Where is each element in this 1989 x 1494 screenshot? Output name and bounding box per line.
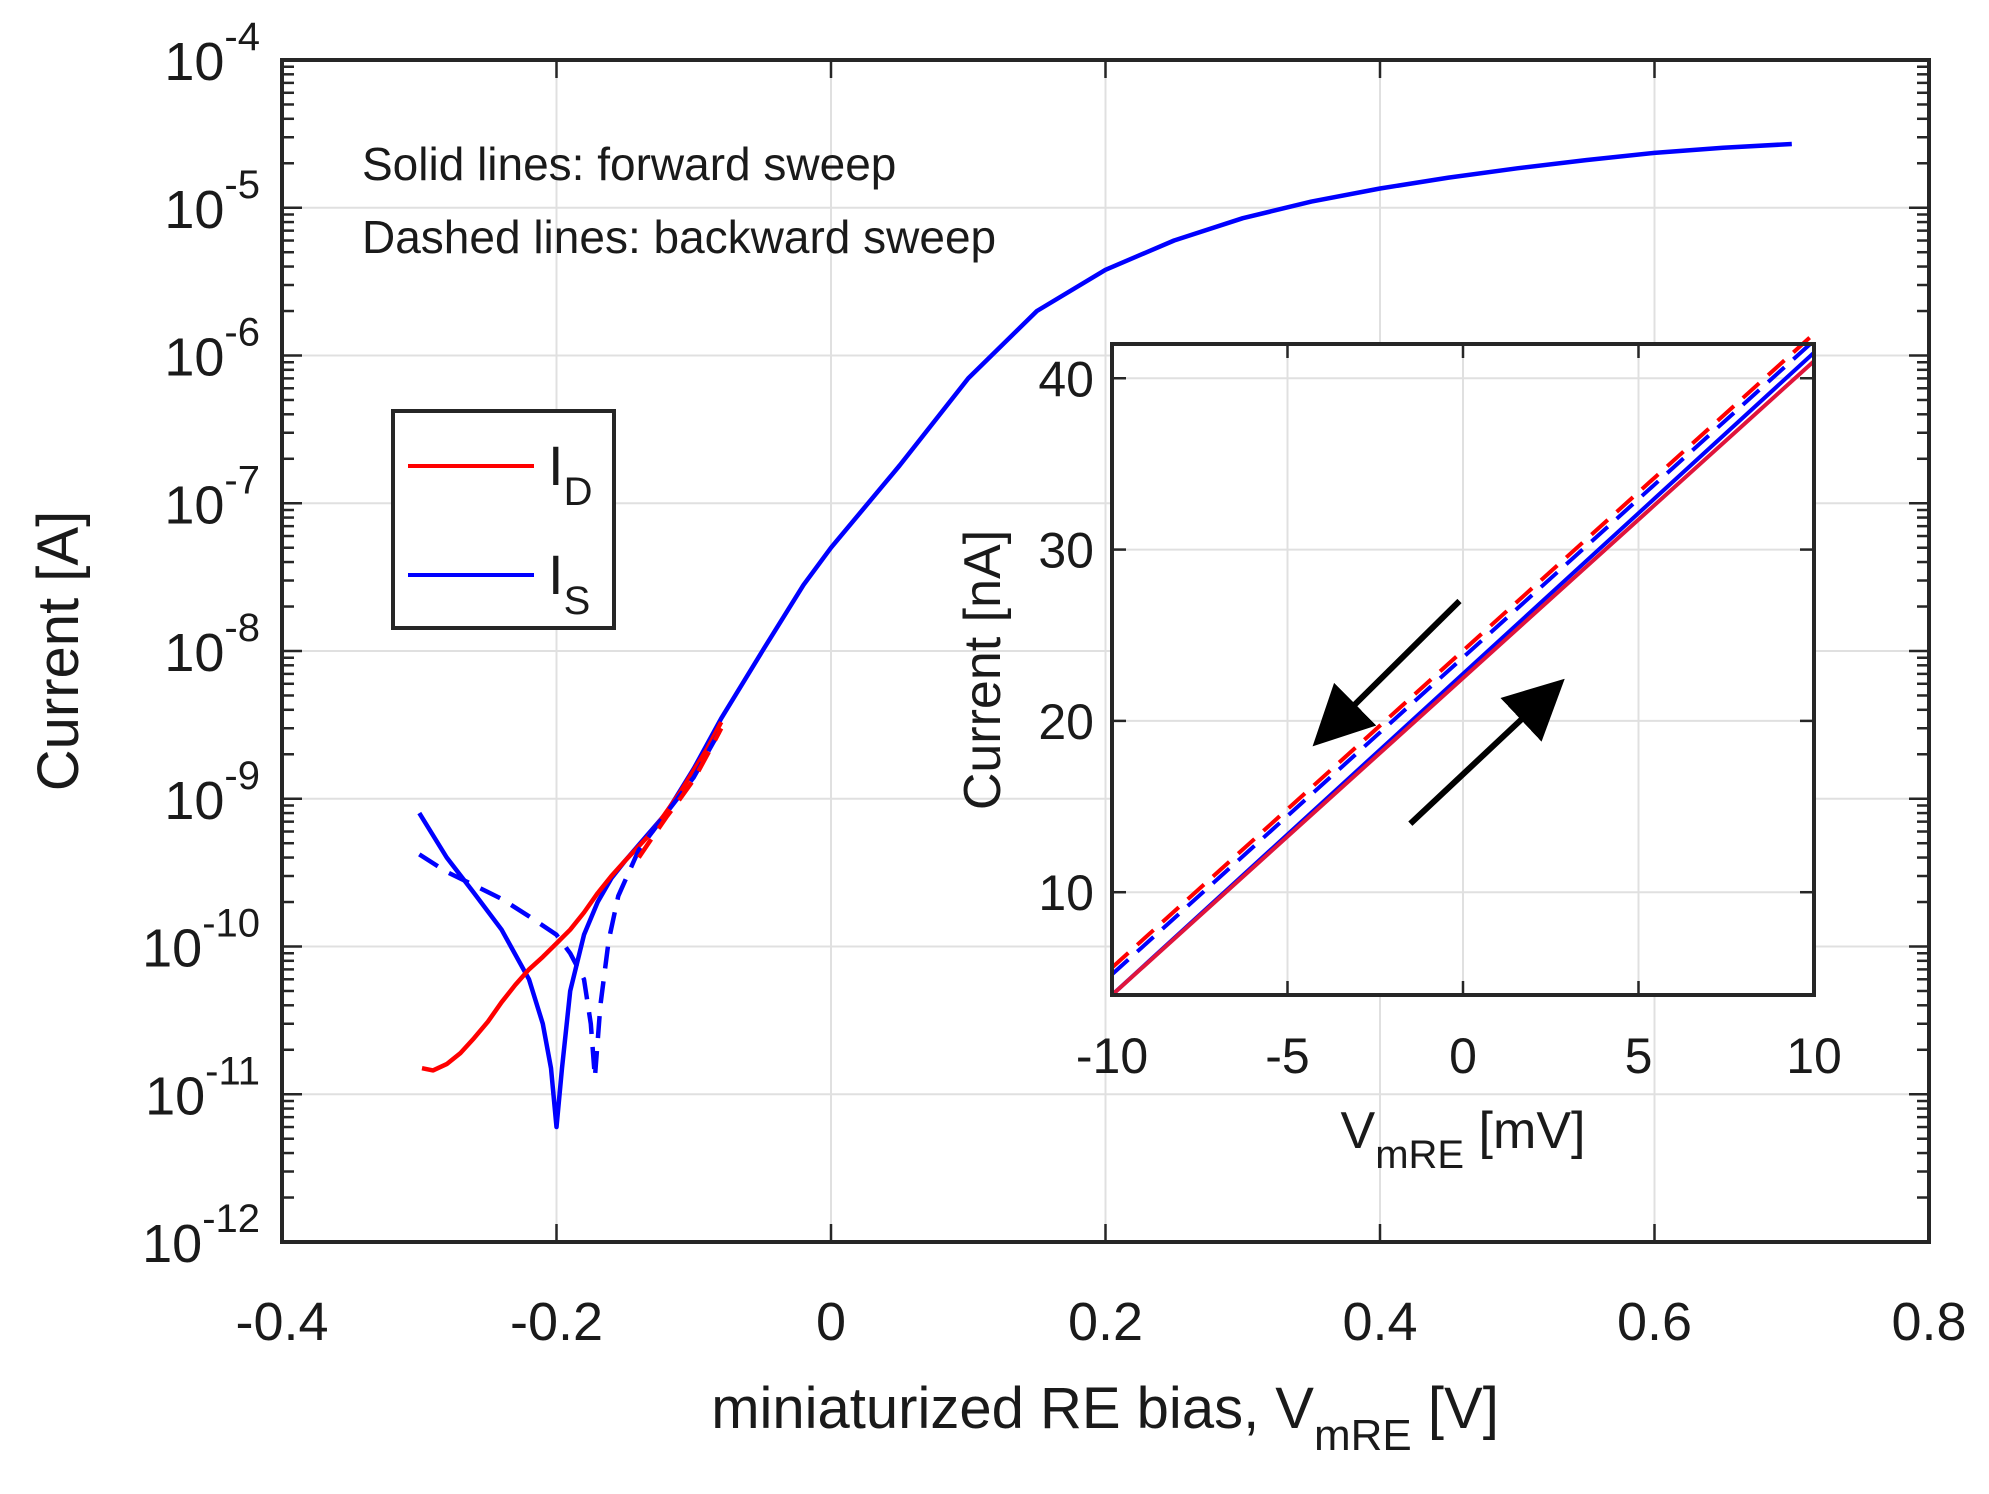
main-y-tick-label: 10-12 — [142, 1197, 260, 1274]
legend: ID IS — [391, 409, 616, 630]
main-y-tick-label: 10-5 — [164, 163, 260, 240]
main-y-axis-title: Current [A] — [26, 511, 91, 791]
inset-chart: -10 -5 0 5 10 10 20 30 40 VmRE [mV] Current [nA… — [954, 332, 1842, 1177]
inset-x-axis-title: VmRE [mV] — [1341, 1102, 1586, 1177]
inset-y-tick-labels: 10 20 30 40 — [1038, 351, 1094, 921]
inset-series-group — [1110, 332, 1816, 997]
main-x-tick-label: 0.6 — [1617, 1292, 1692, 1352]
main-plot-frame — [280, 58, 1931, 1244]
main-y-tick-label: 10-9 — [164, 754, 260, 831]
main-y-tick-labels: 10-12 10-11 10-10 10-9 10-8 10-7 10-6 10-5 10-4 — [142, 15, 260, 1274]
series-line-i-d-forward — [421, 721, 724, 1073]
main-x-tick-label: 0.2 — [1068, 1292, 1143, 1352]
legend-label-is: IS — [548, 543, 590, 623]
inset-x-tick-labels: -10 -5 0 5 10 — [1076, 1028, 1842, 1084]
main-x-tick-label: -0.4 — [235, 1292, 328, 1352]
inset-x-tick-label: 0 — [1449, 1028, 1477, 1084]
main-x-tick-label: 0.8 — [1891, 1292, 1966, 1352]
main-y-tick-label: 10-4 — [164, 15, 260, 92]
main-series-group — [417, 141, 1792, 1130]
inset-series-line-i-s-backward — [1110, 339, 1816, 976]
inset-y-tick-label: 30 — [1038, 523, 1094, 579]
main-x-tick-label: 0 — [816, 1292, 846, 1352]
series-line-i-s-backward — [418, 727, 724, 1080]
main-x-tick-label: -0.2 — [510, 1292, 603, 1352]
main-x-tick-labels: -0.4 -0.2 0 0.2 0.4 0.6 0.8 — [235, 1292, 1966, 1352]
inset-x-tick-label: -5 — [1265, 1028, 1309, 1084]
inset-y-tick-label: 20 — [1038, 694, 1094, 750]
series-line-i-s-forward — [417, 141, 1792, 1130]
main-y-tick-label: 10-6 — [164, 311, 260, 388]
main-y-tick-label: 10-10 — [142, 902, 260, 979]
inset-x-tick-label: 5 — [1625, 1028, 1653, 1084]
annotation-forward-sweep: Solid lines: forward sweep — [362, 138, 896, 190]
main-y-tick-label: 10-11 — [145, 1049, 260, 1126]
main-y-tick-label: 10-8 — [164, 606, 260, 683]
backward-arrow — [1312, 598, 1462, 747]
forward-arrow — [1408, 678, 1565, 826]
inset-y-tick-label: 40 — [1038, 351, 1094, 407]
inset-series-line-i-d-backward — [1110, 332, 1816, 970]
inset-y-tick-label: 10 — [1038, 865, 1094, 921]
inset-y-axis-title: Current [nA] — [954, 530, 1012, 810]
legend-box — [391, 409, 616, 630]
inset-series-line-i-d-forward — [1110, 359, 1816, 997]
main-y-tick-label: 10-7 — [164, 458, 260, 535]
main-x-axis-title: miniaturized RE bias, VmRE [V] — [711, 1376, 1499, 1460]
inset-x-tick-label: 10 — [1786, 1028, 1842, 1084]
inset-x-tick-label: -10 — [1076, 1028, 1148, 1084]
inset-arrows — [1312, 598, 1565, 826]
inset-plot-frame — [1110, 342, 1816, 997]
legend-label-id: ID — [548, 434, 592, 514]
main-x-tick-label: 0.4 — [1342, 1292, 1417, 1352]
series-line-i-d-backward — [636, 727, 724, 859]
annotation-backward-sweep: Dashed lines: backward sweep — [362, 211, 996, 263]
